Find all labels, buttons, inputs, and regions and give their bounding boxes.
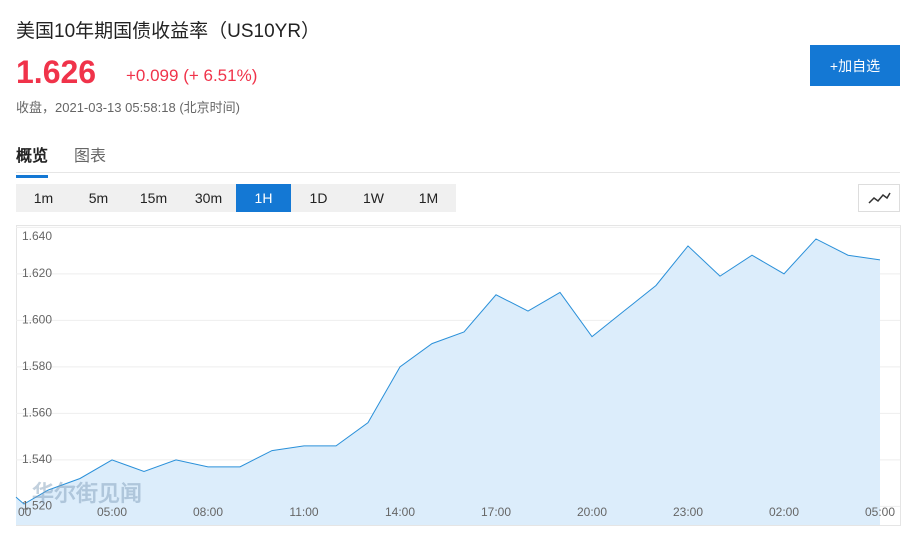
divider: [16, 172, 900, 173]
add-watchlist-button[interactable]: +加自选: [810, 45, 900, 86]
y-tick-label: 1.580: [22, 359, 52, 373]
x-tick-label: 02:00: [769, 505, 799, 519]
x-tick-label: 20:00: [577, 505, 607, 519]
x-tick-label: 08:00: [193, 505, 223, 519]
interval-button[interactable]: 1H: [236, 184, 291, 212]
title: 美国10年期国债收益率（US10YR）: [16, 21, 321, 42]
interval-button[interactable]: 1M: [418, 190, 439, 206]
interval-button[interactable]: 30m: [194, 190, 223, 206]
price: 1.626: [16, 54, 97, 90]
y-tick-label: 1.540: [22, 452, 52, 466]
watermark: 华尔街见闻: [32, 481, 143, 506]
y-tick-label: 1.560: [22, 406, 52, 420]
change: +0.099 (+ 6.51%): [126, 66, 258, 85]
y-tick-label: 1.600: [22, 313, 52, 327]
chart-frame: [16, 225, 901, 526]
status: 收盘，2021-03-13 05:58:18 (北京时间): [16, 100, 240, 115]
tab[interactable]: 概览: [16, 142, 49, 178]
y-tick-label: 1.520: [22, 499, 52, 513]
area: [16, 238, 880, 525]
x-tick-label: 23:00: [673, 505, 703, 519]
x-tick-label: 11:00: [289, 505, 318, 519]
interval-button[interactable]: 1m: [33, 190, 54, 206]
x-tick-label: 05:00: [865, 505, 895, 519]
interval-button[interactable]: 15m: [139, 190, 168, 206]
interval-button[interactable]: 1W: [363, 190, 384, 206]
x-tick-label: 14:00: [385, 505, 415, 519]
x-tick-label: 00: [18, 505, 32, 519]
line: [15, 238, 881, 505]
x-tick-label: 17:00: [481, 505, 511, 519]
interval-button[interactable]: 1D: [309, 190, 328, 206]
tabs: 概览 图表: [16, 142, 106, 178]
icon: [868, 192, 891, 204]
interval-button[interactable]: 5m: [88, 190, 109, 206]
y-tick-label: 1.640: [22, 229, 52, 243]
chart-type-button[interactable]: [858, 184, 900, 212]
intervals: 1m 5m 15m 30m 1H 1D 1W 1M: [16, 184, 456, 212]
y-tick-label: 1.620: [22, 266, 52, 280]
x-tick-label: 05:00: [97, 505, 127, 519]
tab[interactable]: 图表: [74, 148, 107, 165]
